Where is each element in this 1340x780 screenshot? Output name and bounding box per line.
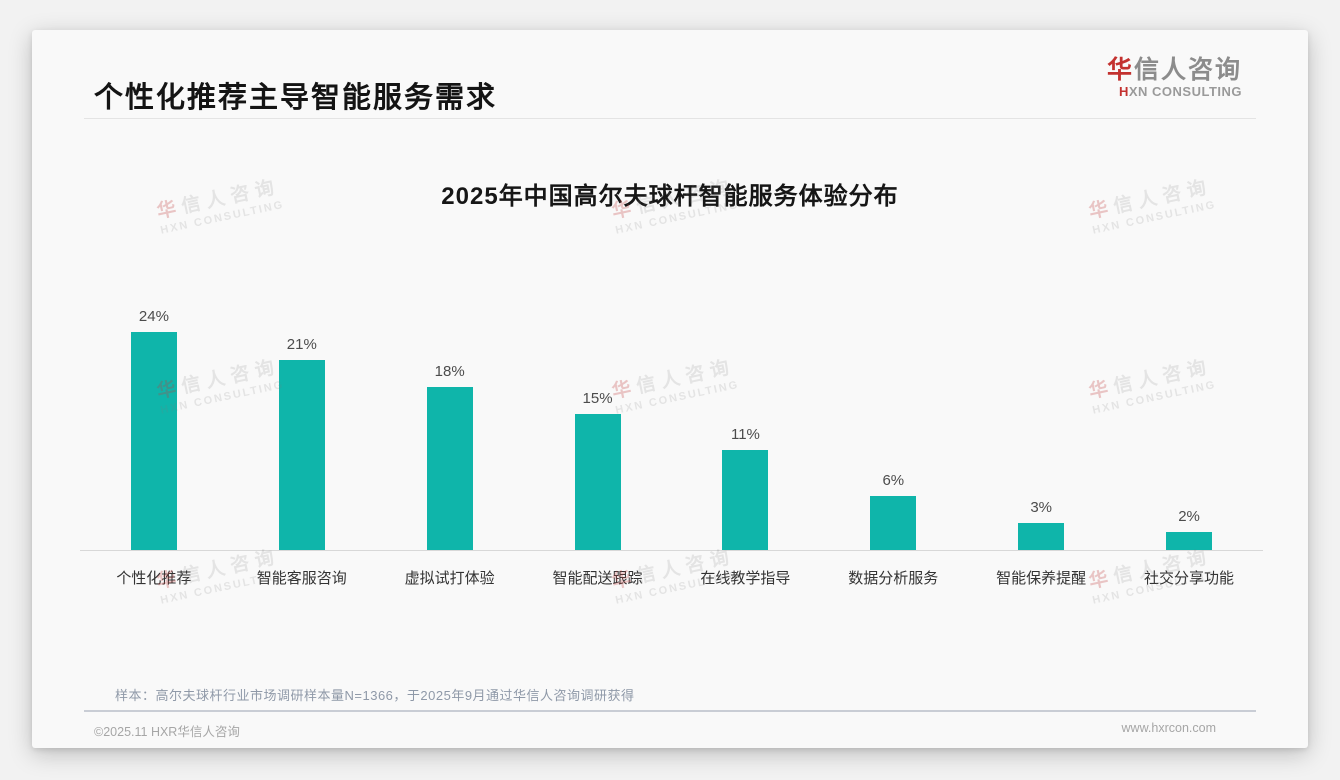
sample-note: 样本：高尔夫球杆行业市场调研样本量N=1366，于2025年9月通过华信人咨询调… — [115, 688, 635, 703]
bar-value-label: 2% — [1178, 508, 1200, 525]
logo-en-rest: XN CONSULTING — [1128, 83, 1242, 99]
logo-english-text: HXN CONSULTING — [1107, 83, 1242, 100]
bar — [574, 414, 621, 550]
bar-value-label: 21% — [286, 336, 317, 353]
category-label: 数据分析服务 — [848, 570, 939, 587]
bar-slot: 21% — [228, 336, 376, 550]
logo-accent-char: 华 — [1106, 56, 1134, 84]
bar-value-label: 3% — [1030, 499, 1053, 516]
bar-value-label: 11% — [730, 426, 760, 443]
labels-row: 个性化推荐 智能客服咨询 虚拟试打体验 智能配送跟踪 在线教学指导 数据分析服务 智能保养提… — [80, 567, 1263, 588]
bar — [1166, 532, 1213, 550]
page-title: 个性化推荐主导智能服务需求 — [94, 82, 498, 114]
bar — [1018, 523, 1065, 550]
category-label: 智能配送跟踪 — [552, 570, 643, 587]
bar-slot: 2% — [1115, 508, 1263, 550]
bar-slot: 6% — [819, 472, 967, 550]
footer-copyright: ©2025.11 HXR华信人咨询 — [94, 725, 240, 739]
bar-value-label: 6% — [882, 472, 905, 489]
category-label: 社交分享功能 — [1144, 570, 1235, 587]
bar — [130, 332, 177, 550]
bar-slot: 15% — [524, 390, 672, 550]
bar — [870, 496, 917, 550]
bar-slot: 3% — [967, 499, 1115, 550]
category-label: 个性化推荐 — [116, 570, 192, 587]
bar-chart: 24% 21% 18% 15% 11% 6% 3% 2% 个性化推荐 智能客服咨询 虚拟试打体验 智… — [80, 299, 1263, 588]
bar-slot: 11% — [672, 426, 820, 550]
bar-value-label: 15% — [582, 390, 613, 407]
footer-website: www.hxrcon.com — [1121, 721, 1216, 735]
bar — [278, 360, 325, 550]
bars-row: 24% 21% 18% 15% 11% 6% 3% 2% — [80, 299, 1263, 551]
category-label: 智能保养提醒 — [996, 570, 1087, 587]
bar-slot: 24% — [80, 308, 228, 550]
bar — [722, 450, 769, 550]
bar — [426, 387, 473, 550]
bar-slot: 18% — [376, 363, 524, 550]
header-divider — [84, 118, 1256, 119]
logo-en-accent-char: H — [1118, 83, 1129, 99]
chart-title: 2025年中国高尔夫球杆智能服务体验分布 — [441, 183, 899, 210]
logo-cn-rest: 信人咨询 — [1133, 56, 1242, 84]
slide-card: 个性化推荐主导智能服务需求 华信人咨询 HXN CONSULTING 2025年… — [32, 30, 1308, 748]
bar-value-label: 24% — [138, 308, 169, 325]
bar-value-label: 18% — [434, 363, 465, 380]
category-label: 在线教学指导 — [700, 570, 791, 587]
logo-chinese-text: 华信人咨询 — [1107, 56, 1242, 85]
company-logo: 华信人咨询 HXN CONSULTING — [1107, 56, 1242, 100]
category-label: 智能客服咨询 — [256, 570, 347, 587]
category-label: 虚拟试打体验 — [404, 570, 495, 587]
footer-divider — [84, 710, 1256, 712]
